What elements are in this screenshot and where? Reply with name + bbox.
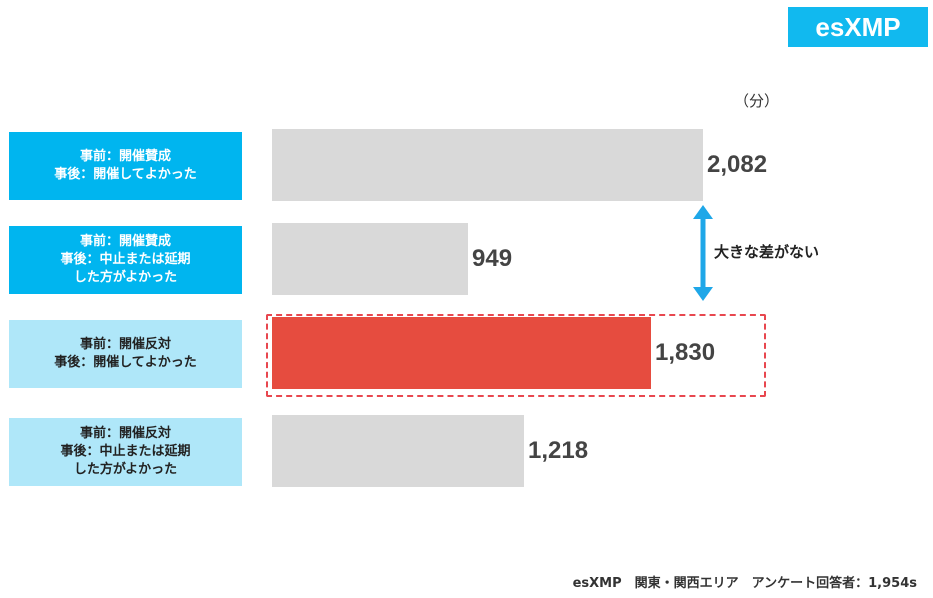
category-label-line: 事後：開催してよかった bbox=[54, 355, 197, 370]
category-label-line: 事前：開催賛成 bbox=[79, 149, 171, 164]
bar bbox=[272, 415, 524, 487]
brand-logo: esXMP bbox=[788, 7, 928, 47]
category-label-line: 事後：中止または延期 bbox=[60, 444, 191, 459]
category-label-line: 事前：開催賛成 bbox=[79, 234, 171, 249]
category-label: 事前：開催反対事後：開催してよかった bbox=[9, 320, 242, 388]
category-label: 事前：開催賛成事後：中止または延期 した方がよかった bbox=[9, 226, 242, 294]
footer-source: esXMP 関東・関西エリア アンケート回答者：1,954s bbox=[572, 576, 917, 591]
highlight-box bbox=[266, 314, 766, 397]
annotation-text: 大きな差がない bbox=[714, 243, 820, 261]
category-label-line: した方がよかった bbox=[73, 270, 178, 285]
bar bbox=[272, 223, 468, 295]
unit-label: （分） bbox=[734, 92, 780, 110]
value-label: 2,082 bbox=[707, 151, 768, 178]
category-label-line: した方がよかった bbox=[73, 462, 178, 477]
bar bbox=[272, 317, 651, 389]
category-label: 事前：開催反対事後：中止または延期 した方がよかった bbox=[9, 418, 242, 486]
category-label-line: 事後：開催してよかった bbox=[54, 167, 197, 182]
category-label-line: 事前：開催反対 bbox=[79, 426, 171, 441]
double-arrow-icon bbox=[693, 205, 713, 301]
category-label: 事前：開催賛成事後：開催してよかった bbox=[9, 132, 242, 200]
bar bbox=[272, 129, 703, 201]
value-label: 949 bbox=[472, 245, 513, 272]
value-label: 1,218 bbox=[528, 437, 589, 464]
category-label-line: 事前：開催反対 bbox=[79, 337, 171, 352]
category-label-line: 事後：中止または延期 bbox=[60, 252, 191, 267]
value-label: 1,830 bbox=[655, 339, 716, 366]
